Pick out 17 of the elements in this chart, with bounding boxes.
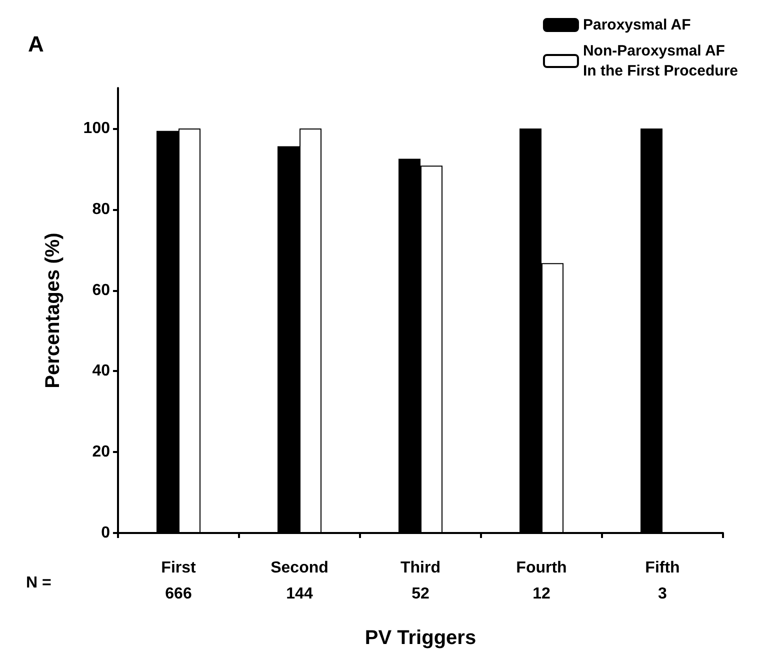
- y-tick-label: 60: [92, 282, 110, 299]
- x-tick-label: Fifth 3: [645, 560, 680, 602]
- legend-label: Paroxysmal AF: [582, 16, 691, 34]
- y-tick-label: 100: [83, 120, 110, 137]
- x-axis-title: PV Triggers: [364, 627, 476, 649]
- y-tick-label: 20: [92, 444, 110, 461]
- y-axis-title: Percentages (%): [42, 232, 64, 388]
- text: N =: [26, 574, 52, 592]
- y-tick-label: 40: [92, 362, 110, 380]
- legend-label: Non-Paroxysmal AF In the First Procedure: [582, 42, 738, 80]
- x-tick-label: Third 52: [400, 560, 440, 602]
- chart-title: A: [28, 32, 44, 56]
- x-tick-label: Fourth 12: [516, 560, 567, 602]
- y-tick-label: 80: [92, 200, 110, 218]
- x-tick-label: Second 144: [270, 560, 328, 602]
- x-tick-label: First 666: [161, 560, 197, 602]
- y-tick-label: 0: [101, 524, 110, 542]
